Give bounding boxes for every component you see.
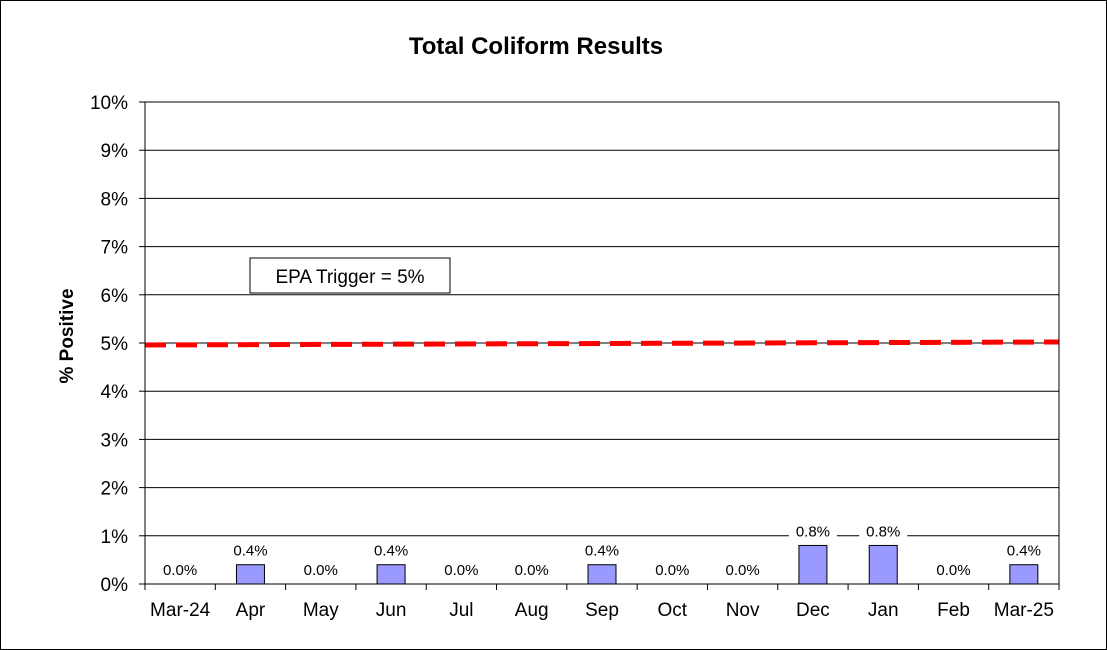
x-tick-label: May bbox=[303, 600, 339, 621]
y-tick-label: 9% bbox=[101, 141, 129, 162]
y-tick-label: 3% bbox=[101, 430, 129, 451]
data-label-background bbox=[578, 540, 626, 561]
y-tick-label: 4% bbox=[101, 382, 129, 403]
threshold-line bbox=[144, 339, 1060, 348]
data-labels: 0.0% 0.4% 0.0% 0.4% 0.0% 0.0% 0.4% 0.0% 0.0% 0.8%… bbox=[163, 523, 1041, 579]
data-label: 0.0% bbox=[444, 562, 478, 579]
data-label: 0.0% bbox=[163, 562, 197, 579]
data-label-backgrounds bbox=[156, 521, 1048, 580]
x-tick-label: Aug bbox=[515, 600, 549, 621]
y-tick-label: 5% bbox=[101, 334, 129, 355]
data-label-background bbox=[367, 540, 416, 561]
x-tick-label: Jan bbox=[868, 600, 899, 621]
data-label: 0.4% bbox=[374, 543, 408, 560]
x-tick-label: Jul bbox=[449, 600, 473, 621]
x-tick-label: Jun bbox=[376, 600, 407, 621]
x-tick-label: Mar-25 bbox=[994, 600, 1054, 621]
bar bbox=[868, 544, 898, 585]
x-tick-label: Sep bbox=[585, 600, 619, 621]
data-label: 0.0% bbox=[515, 562, 549, 579]
data-label-background bbox=[929, 560, 978, 580]
y-tick-labels: 0% 1% 2% 3% 4% 5% 6% 7% 8% 9% 10% bbox=[90, 93, 128, 596]
data-label: 0.8% bbox=[796, 523, 830, 540]
annotation-box bbox=[249, 257, 451, 294]
annotation-group: EPA Trigger = 5% bbox=[249, 257, 451, 294]
data-label-background bbox=[156, 560, 205, 580]
data-label-background bbox=[859, 521, 908, 542]
gridlines bbox=[145, 101, 1059, 537]
y-tick-label: 2% bbox=[101, 479, 129, 500]
data-label-background bbox=[296, 560, 345, 580]
bar bbox=[1009, 564, 1039, 585]
y-tick-label: 7% bbox=[101, 238, 129, 259]
data-label: 0.0% bbox=[655, 562, 689, 579]
y-tick-label: 10% bbox=[90, 93, 128, 114]
y-tick-label: 1% bbox=[101, 527, 129, 548]
annotation-text: EPA Trigger = 5% bbox=[275, 267, 424, 288]
bar bbox=[798, 544, 828, 585]
x-tick-label: Feb bbox=[937, 600, 970, 621]
bar bbox=[235, 564, 265, 585]
bars bbox=[235, 544, 1039, 585]
data-label-background bbox=[788, 521, 837, 542]
x-tick-label: Dec bbox=[796, 600, 830, 621]
x-tick-label: Nov bbox=[726, 600, 760, 621]
data-label: 0.0% bbox=[726, 562, 760, 579]
x-tick-label: Oct bbox=[658, 600, 688, 621]
bar bbox=[587, 564, 617, 585]
data-label: 0.0% bbox=[936, 562, 970, 579]
axes bbox=[139, 101, 1060, 590]
data-label: 0.8% bbox=[866, 523, 900, 540]
data-label: 0.4% bbox=[585, 543, 619, 560]
data-label: 0.0% bbox=[304, 562, 338, 579]
data-label-background bbox=[999, 540, 1048, 561]
bar bbox=[376, 564, 406, 585]
y-tick-label: 8% bbox=[101, 189, 129, 210]
y-axis-label: % Positive bbox=[57, 288, 78, 383]
x-tick-labels: Mar-24 Apr May Jun Jul Aug Sep Oct Nov Dec Jan Feb M… bbox=[150, 600, 1054, 621]
x-tick-label: Apr bbox=[236, 600, 266, 621]
data-label-background bbox=[718, 560, 767, 580]
y-tick-label: 6% bbox=[101, 286, 129, 307]
data-label-background bbox=[226, 540, 275, 561]
data-label-background bbox=[648, 560, 697, 580]
data-label-background bbox=[437, 560, 486, 580]
threshold-line-group bbox=[144, 339, 1060, 348]
x-tick-label: Mar-24 bbox=[150, 600, 211, 621]
data-label: 0.4% bbox=[233, 543, 267, 560]
data-label: 0.4% bbox=[1007, 543, 1041, 560]
chart-title: Total Coliform Results bbox=[409, 33, 663, 60]
data-label-background bbox=[507, 560, 556, 580]
y-tick-label: 0% bbox=[101, 575, 129, 596]
